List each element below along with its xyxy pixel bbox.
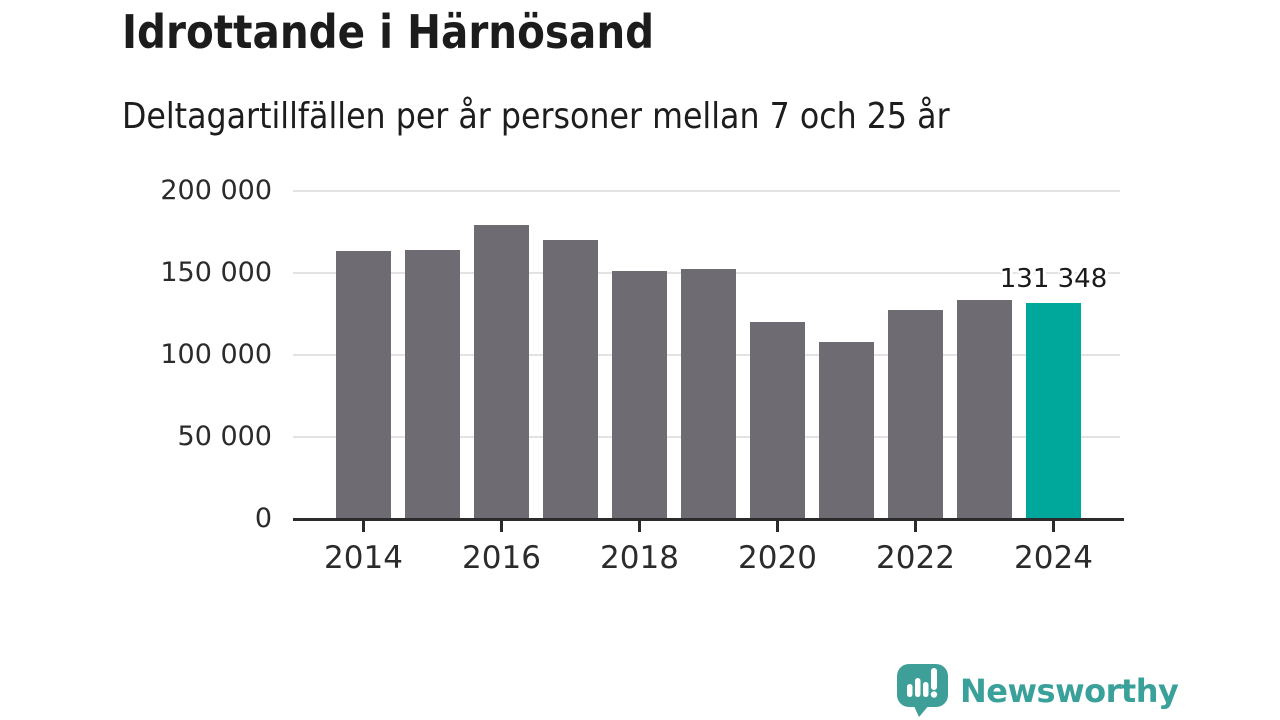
x-axis-tick-2014 bbox=[362, 521, 365, 532]
newsworthy-logo-icon bbox=[897, 664, 948, 717]
x-axis-label-2022: 2022 bbox=[876, 540, 955, 576]
bar-2020 bbox=[750, 321, 805, 519]
x-axis-label-2024: 2024 bbox=[1014, 540, 1093, 576]
x-axis-label-2018: 2018 bbox=[600, 540, 679, 576]
y-axis-label-100000: 100 000 bbox=[160, 338, 272, 370]
x-axis-tick-2016 bbox=[500, 521, 503, 532]
x-axis-label-2014: 2014 bbox=[324, 540, 403, 576]
brand-footer: Newsworthy bbox=[896, 663, 1179, 719]
bar-2024 bbox=[1026, 303, 1081, 519]
bar-2014 bbox=[336, 251, 391, 519]
bar-2021 bbox=[819, 342, 874, 519]
brand-name: Newsworthy bbox=[960, 672, 1179, 710]
chart-subtitle: Deltagartillfällen per år personer mella… bbox=[122, 96, 950, 137]
bar-2018 bbox=[612, 270, 667, 519]
bar-2023 bbox=[957, 299, 1012, 519]
gridline-200000 bbox=[293, 189, 1120, 192]
bar-2016 bbox=[474, 224, 529, 519]
y-axis-label-0: 0 bbox=[254, 503, 272, 534]
x-axis-tick-2022 bbox=[914, 521, 917, 532]
bar-2019 bbox=[681, 269, 736, 519]
x-axis-tick-2024 bbox=[1052, 521, 1055, 532]
bar-value-annotation: 131 348 bbox=[999, 264, 1108, 295]
x-axis-tick-2018 bbox=[638, 521, 641, 532]
x-axis-line bbox=[293, 518, 1124, 521]
bar-2022 bbox=[888, 309, 943, 519]
x-axis-label-2016: 2016 bbox=[462, 540, 541, 576]
y-axis-label-50000: 50 000 bbox=[177, 420, 272, 452]
bar-2017 bbox=[543, 239, 598, 519]
bar-2015 bbox=[405, 250, 460, 519]
chart-title: Idrottande i Härnösand bbox=[122, 5, 655, 59]
x-axis-label-2020: 2020 bbox=[738, 540, 817, 576]
x-axis-tick-2020 bbox=[776, 521, 779, 532]
y-axis-label-200000: 200 000 bbox=[160, 174, 272, 206]
y-axis-label-150000: 150 000 bbox=[160, 256, 272, 288]
